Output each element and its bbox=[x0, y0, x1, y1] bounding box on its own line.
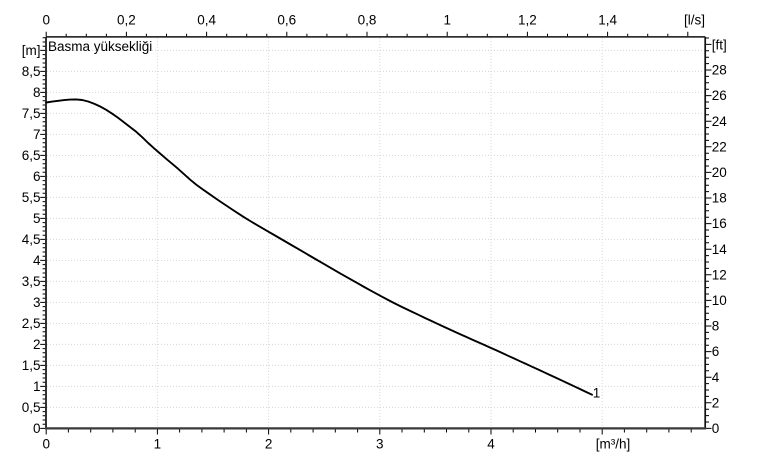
svg-text:26: 26 bbox=[712, 88, 727, 103]
svg-text:10: 10 bbox=[712, 293, 727, 308]
svg-text:1: 1 bbox=[154, 436, 162, 451]
svg-text:1,2: 1,2 bbox=[518, 12, 537, 27]
svg-text:0,6: 0,6 bbox=[277, 12, 296, 27]
svg-text:8,5: 8,5 bbox=[22, 64, 41, 79]
svg-text:2: 2 bbox=[712, 395, 720, 410]
svg-text:4: 4 bbox=[712, 370, 720, 385]
svg-text:6: 6 bbox=[33, 169, 41, 184]
svg-text:3: 3 bbox=[376, 436, 384, 451]
svg-text:0,8: 0,8 bbox=[358, 12, 377, 27]
svg-text:8: 8 bbox=[33, 85, 41, 100]
svg-text:0: 0 bbox=[33, 421, 41, 436]
svg-text:[ft]: [ft] bbox=[712, 37, 727, 52]
svg-text:0,5: 0,5 bbox=[22, 400, 41, 415]
svg-text:1,4: 1,4 bbox=[598, 12, 617, 27]
svg-text:5,5: 5,5 bbox=[22, 190, 41, 205]
svg-text:6: 6 bbox=[712, 344, 720, 359]
svg-text:0,2: 0,2 bbox=[117, 12, 136, 27]
svg-text:7: 7 bbox=[33, 127, 41, 142]
svg-text:22: 22 bbox=[712, 139, 727, 154]
svg-text:0: 0 bbox=[42, 436, 50, 451]
svg-text:2,5: 2,5 bbox=[22, 316, 41, 331]
svg-text:3: 3 bbox=[33, 295, 41, 310]
svg-text:20: 20 bbox=[712, 165, 727, 180]
svg-text:4: 4 bbox=[487, 436, 495, 451]
svg-text:3,5: 3,5 bbox=[22, 274, 41, 289]
svg-text:12: 12 bbox=[712, 267, 727, 282]
svg-text:0,4: 0,4 bbox=[197, 12, 216, 27]
svg-text:Basma yüksekliği: Basma yüksekliği bbox=[48, 39, 152, 54]
svg-text:[l/s]: [l/s] bbox=[684, 12, 705, 27]
svg-text:2: 2 bbox=[33, 337, 41, 352]
svg-text:18: 18 bbox=[712, 191, 727, 206]
svg-text:1: 1 bbox=[443, 12, 451, 27]
svg-text:[m]: [m] bbox=[22, 43, 41, 58]
svg-text:0: 0 bbox=[712, 421, 720, 436]
svg-text:16: 16 bbox=[712, 216, 727, 231]
svg-text:28: 28 bbox=[712, 63, 727, 78]
svg-text:14: 14 bbox=[712, 242, 728, 257]
svg-text:6,5: 6,5 bbox=[22, 148, 41, 163]
svg-text:5: 5 bbox=[33, 211, 41, 226]
svg-text:0: 0 bbox=[42, 12, 50, 27]
svg-text:2: 2 bbox=[265, 436, 273, 451]
svg-text:4: 4 bbox=[33, 253, 41, 268]
svg-text:4,5: 4,5 bbox=[22, 232, 41, 247]
svg-text:24: 24 bbox=[712, 114, 728, 129]
svg-text:8: 8 bbox=[712, 319, 720, 334]
svg-text:1,5: 1,5 bbox=[22, 358, 41, 373]
svg-text:7,5: 7,5 bbox=[22, 106, 41, 121]
svg-text:1: 1 bbox=[33, 379, 41, 394]
svg-text:1: 1 bbox=[593, 385, 601, 400]
svg-text:[m³/h]: [m³/h] bbox=[596, 436, 631, 451]
